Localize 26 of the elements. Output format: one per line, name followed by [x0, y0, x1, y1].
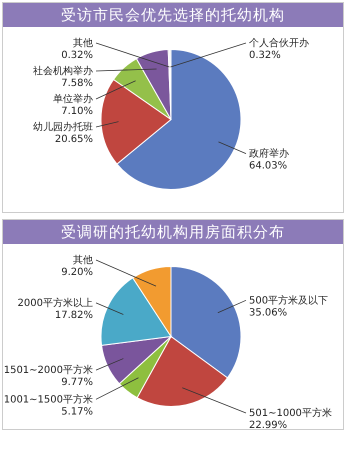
- data-label: 0.32%: [249, 50, 281, 61]
- slice-label: 单位举办: [53, 93, 93, 105]
- chart-title: 受调研的托幼机构用房面积分布: [3, 220, 343, 244]
- data-label: 17.82%: [54, 310, 93, 321]
- slice-label: 政府举办: [249, 148, 289, 160]
- slice-label: 其他: [73, 254, 93, 266]
- data-label: 64.03%: [249, 160, 288, 172]
- data-label: 5.17%: [61, 406, 93, 418]
- slice-label: 1001~1500平方米: [4, 393, 93, 406]
- slice-label: 个人合伙开办: [249, 37, 309, 49]
- data-label: 7.10%: [61, 106, 93, 117]
- data-label: 22.99%: [249, 420, 288, 431]
- slice-label: 501~1000平方米: [249, 407, 332, 419]
- data-label: 7.58%: [61, 78, 93, 89]
- data-label: 9.77%: [61, 377, 93, 388]
- chart-title: 受访市民会优先选择的托幼机构: [3, 3, 343, 27]
- data-label: 20.65%: [54, 134, 93, 145]
- slice-label: 幼儿园办托班: [33, 121, 93, 133]
- slice-label: 2000平方米以上: [18, 296, 93, 309]
- slice-label: 500平方米及以下: [249, 294, 328, 306]
- slice-label: 社会机构举办: [33, 65, 93, 77]
- slice-label: 1501~2000平方米: [4, 364, 93, 376]
- data-label: 35.06%: [249, 307, 288, 318]
- data-label: 9.20%: [61, 267, 93, 278]
- data-label: 0.32%: [61, 50, 93, 61]
- slice-label: 其他: [73, 37, 93, 49]
